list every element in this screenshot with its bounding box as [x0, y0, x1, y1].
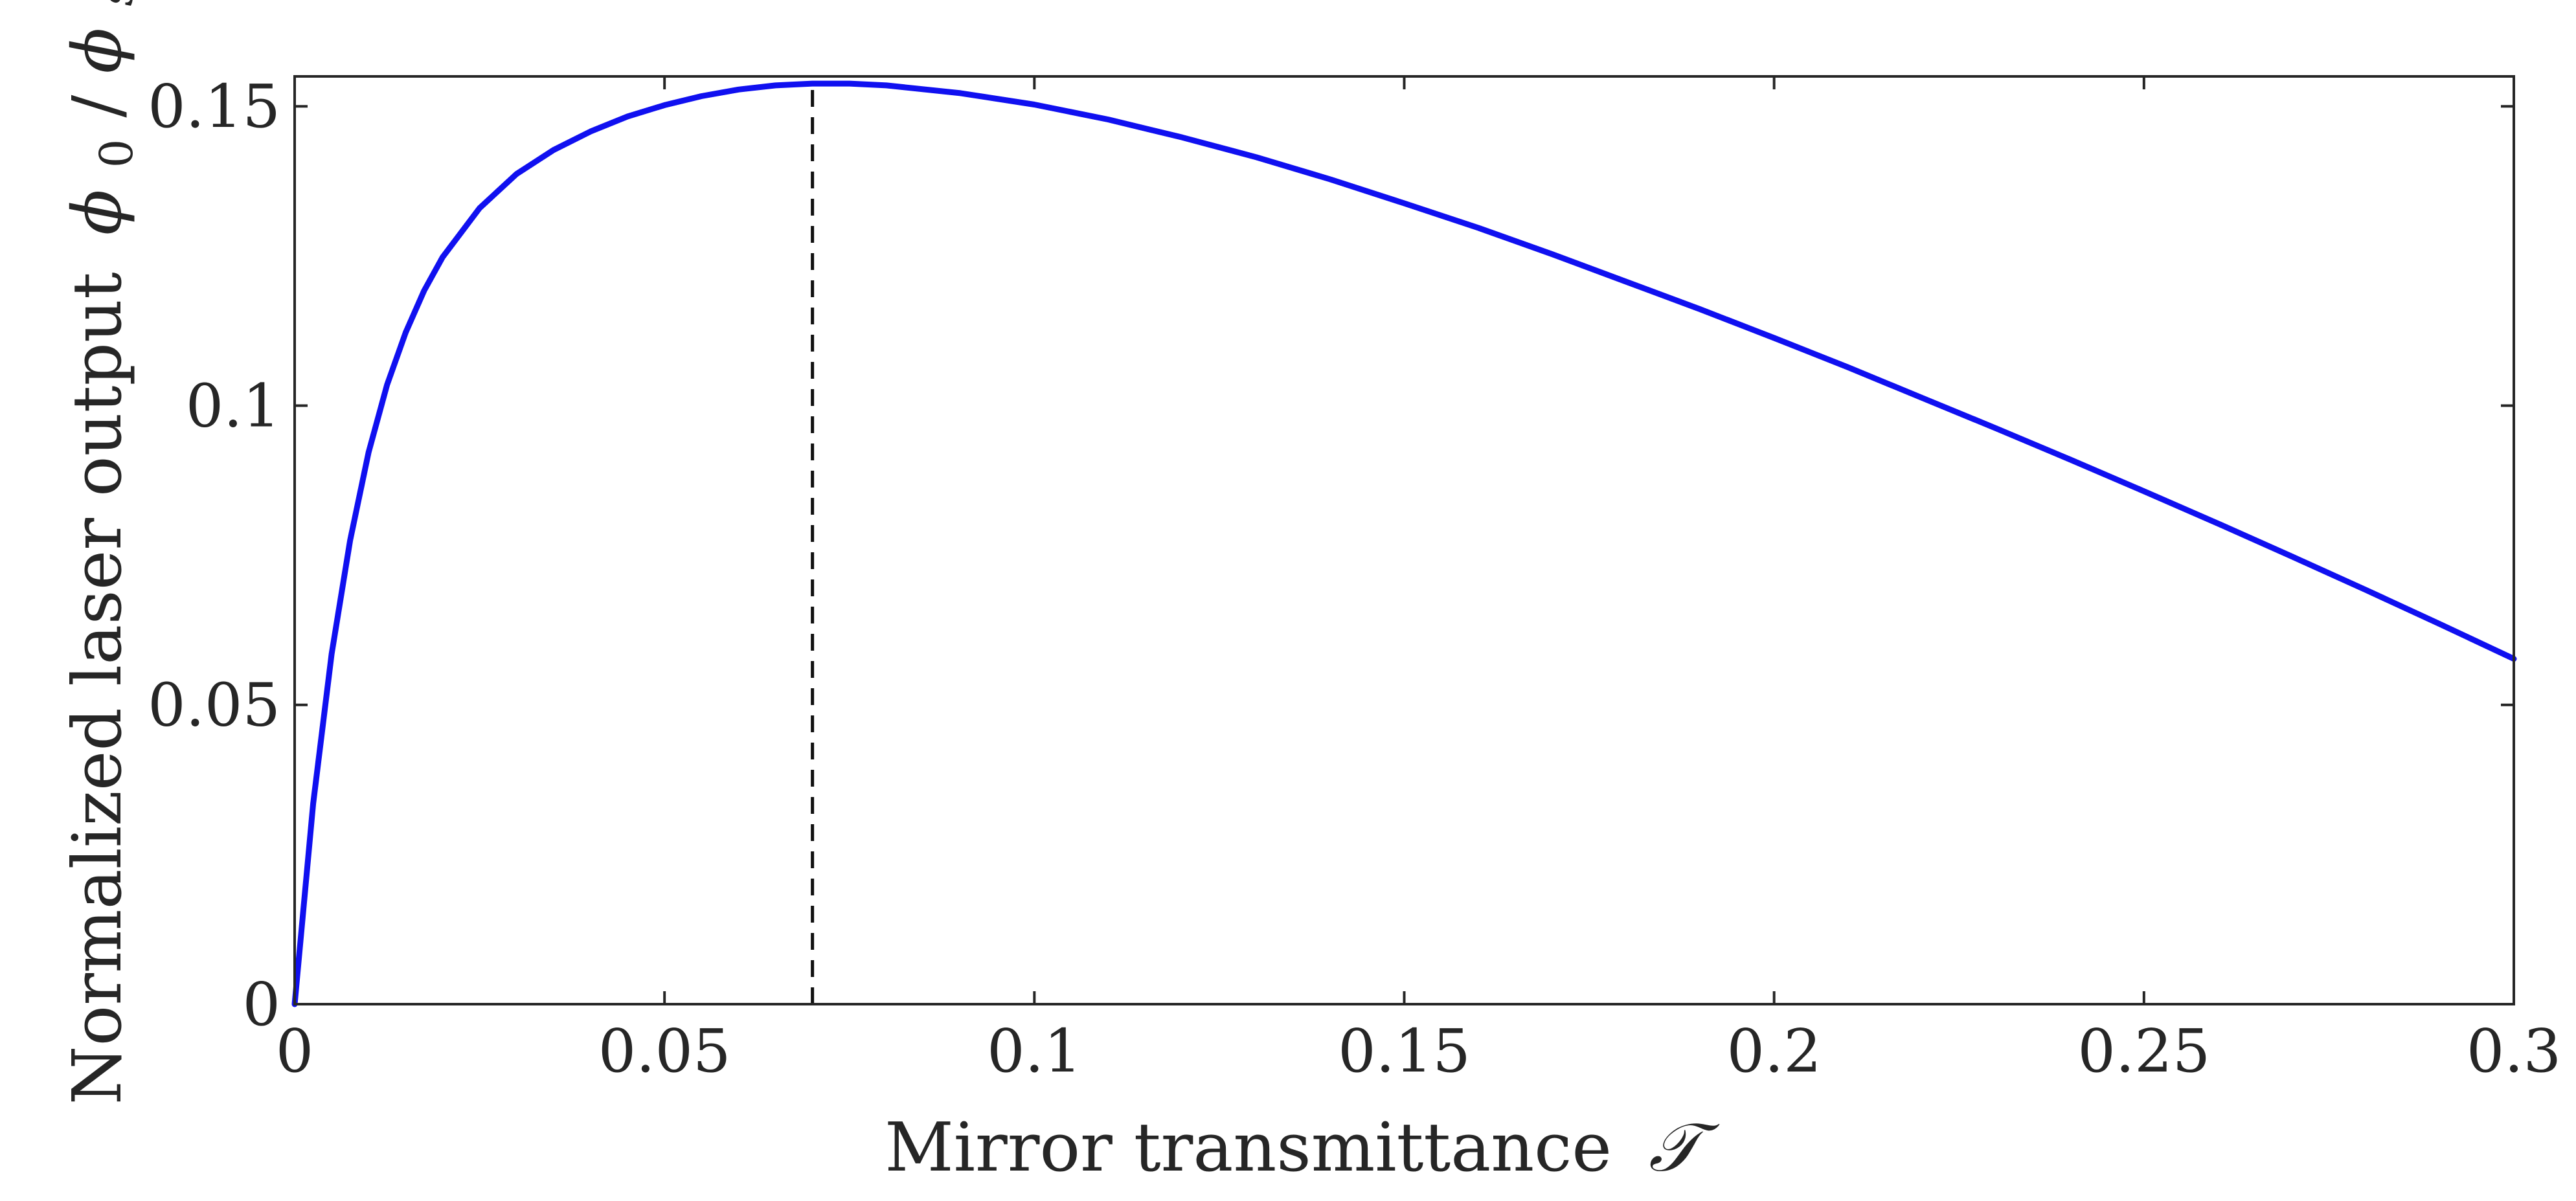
- y-axis-label-text: Normalized laser output: [58, 272, 137, 1105]
- x-tick-label-4: 0.2: [1727, 1016, 1822, 1086]
- y-axis-label-phi-s: ϕ: [58, 28, 137, 74]
- y-axis-label-sub-s: s: [90, 0, 143, 6]
- series-line-0: [291, 80, 2517, 1007]
- plot-area: [291, 80, 2517, 1007]
- x-tick-label-0: 0: [276, 1016, 314, 1086]
- x-axis-label: Mirror transmittance 𝒯: [885, 1108, 1720, 1187]
- x-tick-label-6: 0.3: [2467, 1016, 2561, 1086]
- y-tick-label-2: 0.1: [186, 371, 280, 440]
- axis-ticks: [293, 76, 2515, 1005]
- x-axis-label-text: Mirror transmittance: [885, 1108, 1612, 1187]
- y-axis-label-sub0: 0: [90, 139, 143, 168]
- x-axis-label-symbol: 𝒯: [1649, 1108, 1720, 1187]
- x-tick-label-2: 0.1: [987, 1016, 1081, 1086]
- x-tick-label-3: 0.15: [1338, 1016, 1471, 1086]
- y-axis-label-phi: ϕ: [58, 189, 137, 235]
- x-tick-label-1: 0.05: [598, 1016, 731, 1086]
- x-tick-label-5: 0.25: [2077, 1016, 2210, 1086]
- y-tick-label-0: 0: [242, 970, 280, 1039]
- y-tick-label-1: 0.05: [148, 671, 280, 740]
- y-axis-label-slash: /: [58, 95, 137, 118]
- y-axis-label: Normalized laser output ϕ 0 / ϕ s: [58, 0, 148, 1105]
- y-tick-label-3: 0.15: [148, 72, 280, 141]
- plot-frame: [293, 75, 2515, 1005]
- tick-labels: 0 0.05 0.1 0.15 0.2 0.25 0.3 0 0.05 0.1 0.15: [148, 72, 2561, 1086]
